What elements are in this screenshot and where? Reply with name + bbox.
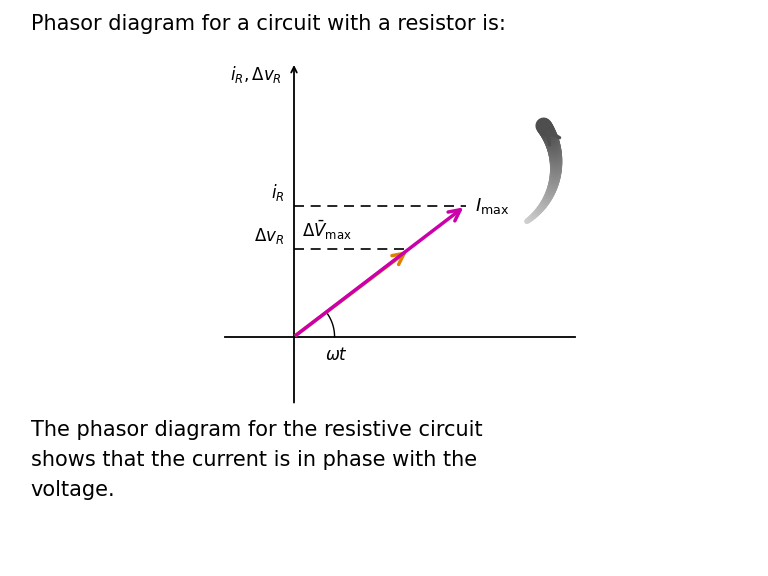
Text: The phasor diagram for the resistive circuit
shows that the current is in phase : The phasor diagram for the resistive cir… bbox=[31, 420, 482, 499]
Text: $\Delta\bar{V}_{\mathrm{max}}$: $\Delta\bar{V}_{\mathrm{max}}$ bbox=[302, 218, 352, 241]
Text: $\Delta v_R$: $\Delta v_R$ bbox=[254, 226, 285, 247]
Text: Phasor diagram for a circuit with a resistor is:: Phasor diagram for a circuit with a resi… bbox=[31, 14, 505, 35]
Text: $i_R, \Delta v_R$: $i_R, \Delta v_R$ bbox=[230, 64, 282, 85]
Text: $I_{\mathrm{max}}$: $I_{\mathrm{max}}$ bbox=[475, 196, 509, 215]
Text: $\omega t$: $\omega t$ bbox=[325, 346, 348, 365]
Text: $i_R$: $i_R$ bbox=[271, 181, 285, 203]
